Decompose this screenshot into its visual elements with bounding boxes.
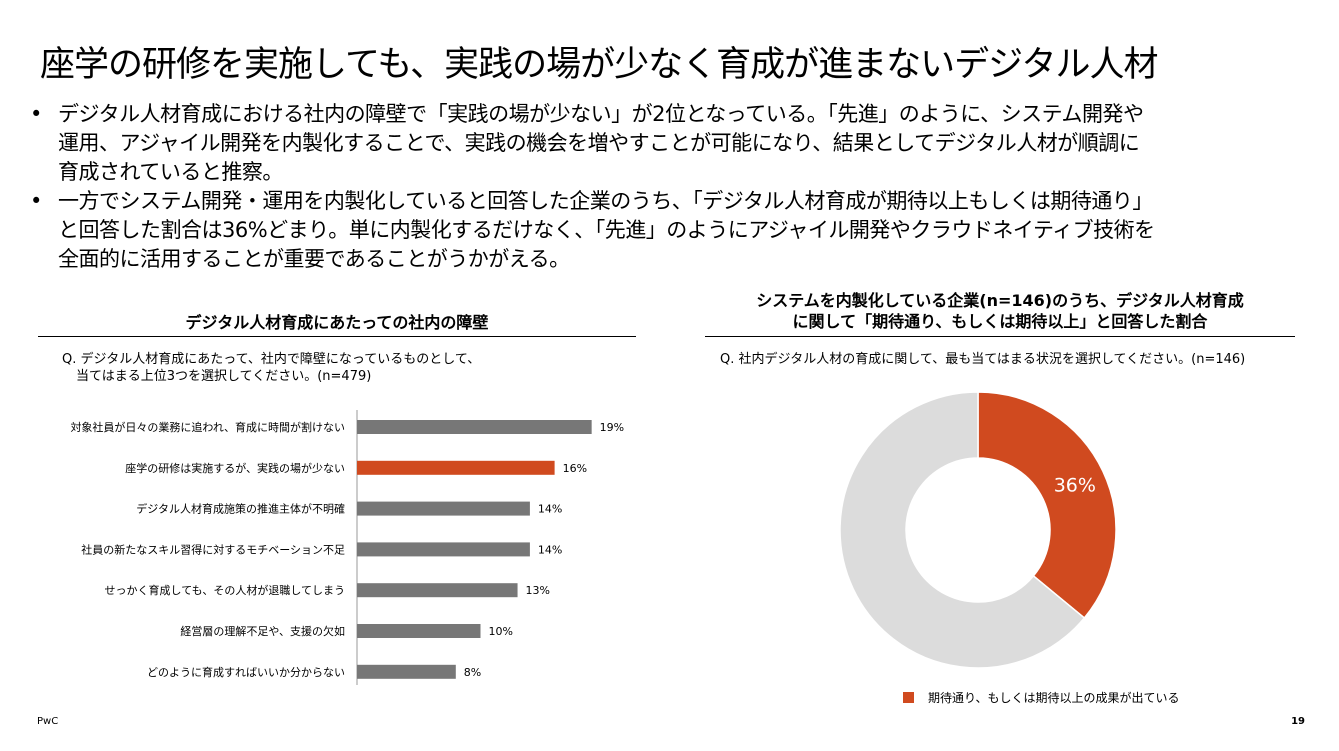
barrier-bar-chart: 対象社員が日々の業務に追われ、育成に時間が割けない 19% 座学の研修は実施するが、… <box>70 410 624 685</box>
bar-value-label: 19% <box>600 421 624 434</box>
left-header-rule <box>38 336 636 337</box>
left-question-line2: 当てはまる上位3つを選択してください。(n=479) <box>76 369 372 384</box>
right-header-rule <box>705 336 1295 337</box>
bar <box>357 501 530 516</box>
bullet-line: 全面的に活用することが重要であることがうかがえる。 <box>58 247 570 271</box>
bar <box>357 664 456 679</box>
bullet-line: 育成されていると推察。 <box>58 160 283 184</box>
left-chart-header: デジタル人材育成にあたっての社内の障壁 <box>185 313 489 332</box>
bar-category-label: せっかく育成しても、その人材が退職してしまう <box>105 583 345 597</box>
bar-value-label: 14% <box>538 503 562 516</box>
bullet-line: 一方でシステム開発・運用を内製化していると回答した企業のうち、「デジタル人材育成… <box>58 189 1153 213</box>
bar-value-label: 8% <box>464 666 481 679</box>
bullet-list: • デジタル人材育成における社内の障壁で「実践の場が少ない」が2位となっている。… <box>30 100 1320 274</box>
page-title: 座学の研修を実施しても、実践の場が少なく育成が進まないデジタル人材 <box>40 45 1158 85</box>
right-header-line2: に関して「期待通り、もしくは期待以上」と回答した割合 <box>792 312 1208 331</box>
legend-swatch <box>903 692 914 703</box>
donut-legend: 期待通り、もしくは期待以上の成果が出ている <box>903 690 1180 706</box>
bullet-item: • デジタル人材育成における社内の障壁で「実践の場が少ない」が2位となっている。… <box>30 100 1320 187</box>
bar <box>357 624 481 638</box>
bar <box>357 542 530 557</box>
donut-value-label: 36% <box>1054 474 1096 496</box>
bar-value-label: 10% <box>489 625 513 638</box>
bar-value-label: 16% <box>563 462 587 475</box>
bullet-line: と回答した割合は36%どまり。単に内製化するだけなく、「先進」のようにアジャイル… <box>58 218 1155 242</box>
bar-value-label: 13% <box>526 584 550 597</box>
right-chart-header: システムを内製化している企業(n=146)のうち、デジタル人材育成 に関して「期… <box>705 290 1295 332</box>
bullet-line: デジタル人材育成における社内の障壁で「実践の場が少ない」が2位となっている。「先… <box>58 102 1144 126</box>
bar-category-label: 座学の研修は実施するが、実践の場が少ない <box>125 461 345 475</box>
bar <box>357 583 518 598</box>
bullet-item: • 一方でシステム開発・運用を内製化していると回答した企業のうち、「デジタル人材… <box>30 187 1320 274</box>
bullet-mark: • <box>30 189 42 213</box>
bar-category-label: デジタル人材育成施策の推進主体が不明確 <box>136 502 345 516</box>
right-header-line1: システムを内製化している企業(n=146)のうち、デジタル人材育成 <box>756 291 1244 310</box>
bar <box>357 420 592 434</box>
legend-label: 期待通り、もしくは期待以上の成果が出ている <box>928 691 1180 705</box>
donut-slice-rest <box>839 391 1086 669</box>
bar-category-label: どのように育成すればいいか分からない <box>147 665 345 679</box>
left-question-line1: Q. デジタル人材育成にあたって、社内で障壁になっているものとして、 <box>62 352 481 367</box>
bar-value-label: 14% <box>538 543 562 556</box>
bullet-mark: • <box>30 102 42 126</box>
left-question: Q. デジタル人材育成にあたって、社内で障壁になっているものとして、 当てはまる… <box>62 351 622 385</box>
bar-category-label: 対象社員が日々の業務に追われ、育成に時間が割けない <box>70 420 345 434</box>
right-question: Q. 社内デジタル人材の育成に関して、最も当てはまる状況を選択してください。(n… <box>720 352 1246 367</box>
insourcing-donut-chart: 36% <box>839 391 1117 669</box>
donut-slice-highlight <box>977 391 1117 620</box>
bar-category-label: 経営層の理解不足や、支援の欠如 <box>180 624 345 638</box>
bar-category-label: 社員の新たなスキル習得に対するモチベーション不足 <box>81 542 345 556</box>
brand-label: PwC <box>37 716 59 727</box>
page-number: 19 <box>1291 716 1305 727</box>
bullet-line: 運用、アジャイル開発を内製化することで、実践の機会を増やすことが可能になり、結果… <box>58 131 1140 155</box>
bar <box>357 460 555 475</box>
